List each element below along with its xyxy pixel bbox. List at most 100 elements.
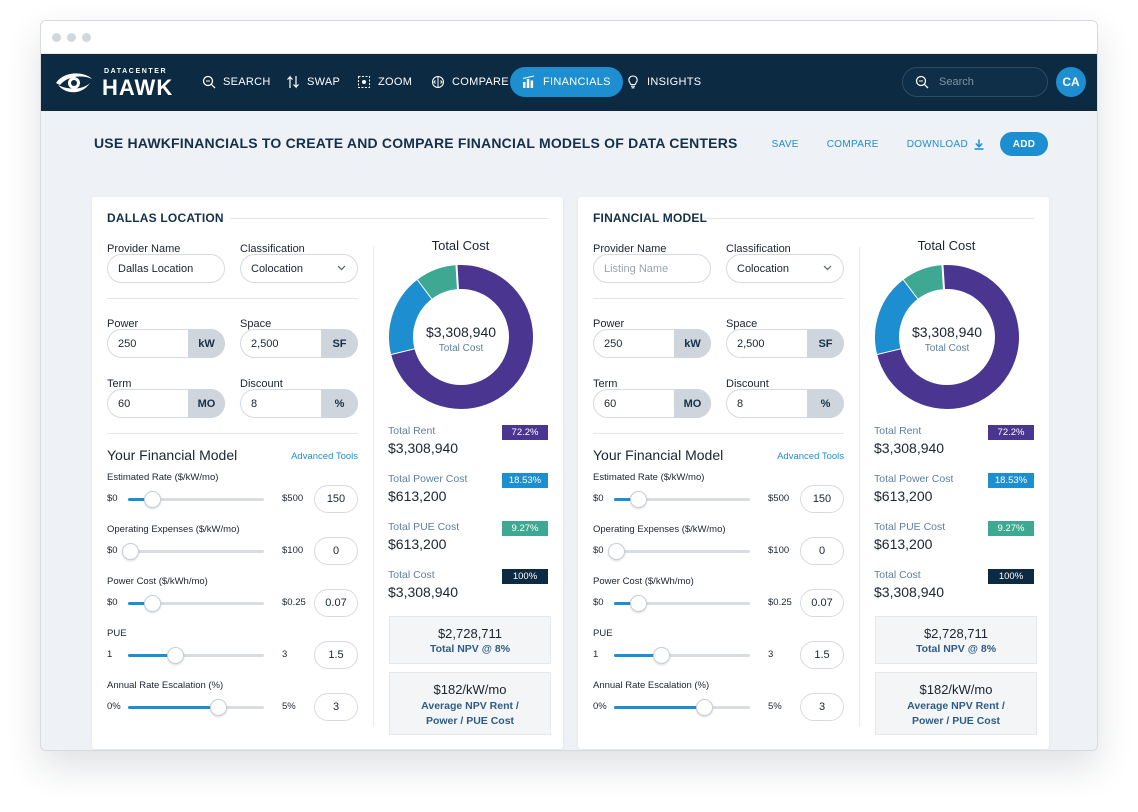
classification-value: Colocation (737, 262, 789, 275)
panel-title: FINANCIAL MODEL (593, 211, 708, 225)
download-icon (974, 139, 984, 150)
slider-handle[interactable] (608, 543, 625, 560)
financial-model-panel: FINANCIAL MODEL Provider Name Classifica… (578, 197, 1049, 749)
slider-max-label: $0.25 (282, 597, 306, 608)
slider-value-input[interactable]: 1.5 (314, 641, 358, 669)
brand-tagline: DATACENTER (104, 68, 168, 75)
avg-npv-box: $182/kW/mo Average NPV Rent / Power / PU… (389, 672, 551, 735)
space-value: 2,500 (737, 337, 765, 350)
avg-npv-value: $182/kW/mo (919, 682, 993, 697)
add-button[interactable]: ADD (1000, 132, 1048, 156)
slider-fill (614, 654, 659, 657)
total-rent-value: $3,308,940 (388, 440, 459, 456)
classification-select[interactable]: Colocation (240, 254, 358, 283)
slider-value-input[interactable]: 3 (314, 693, 358, 721)
npv-box: $2,728,711 Total NPV @ 8% (389, 616, 551, 664)
term-label: Term (107, 378, 132, 390)
total-pue-cost-badge: 9.27% (988, 521, 1034, 536)
advanced-tools-link[interactable]: Advanced Tools (291, 451, 358, 462)
total-power-cost-badge: 18.53% (502, 473, 548, 488)
slider-min-label: $0 (107, 545, 118, 556)
npv-value: $2,728,711 (923, 626, 989, 641)
provider-name-input[interactable]: Listing Name (593, 254, 711, 283)
search-input[interactable] (939, 76, 1029, 88)
slider-track[interactable] (128, 491, 264, 508)
slider-handle[interactable] (652, 647, 670, 664)
total-cost-donut (875, 264, 1019, 409)
slider-value-input[interactable]: 150 (800, 485, 844, 513)
slider-handle[interactable] (629, 491, 647, 508)
datacenter-hawk-logo[interactable]: DATACENTER HAWK (54, 67, 179, 100)
download-label: DOWNLOAD (906, 138, 968, 150)
slider-min-label: $0 (593, 545, 604, 556)
discount-label: Discount (726, 378, 769, 390)
slider-handle[interactable] (143, 491, 161, 508)
nav-insights-label: INSIGHTS (647, 76, 702, 88)
panel-title-rule (703, 218, 1034, 219)
avatar[interactable]: CA (1056, 67, 1086, 97)
slider-track[interactable] (614, 595, 750, 612)
total-pue-cost-label: Total PUE Cost (874, 521, 946, 533)
window-dot-2[interactable] (67, 32, 76, 42)
slider-value-input[interactable]: 0.07 (800, 589, 844, 617)
slider-track[interactable] (608, 543, 750, 560)
term-input[interactable]: 60 MO (107, 389, 225, 418)
space-input[interactable]: 2,500 SF (240, 329, 358, 358)
avg-npv-box: $182/kW/mo Average NPV Rent / Power / PU… (875, 672, 1037, 735)
slider-label: Power Cost ($/kWh/mo) (107, 576, 208, 587)
nav-search[interactable]: SEARCH (190, 67, 283, 97)
slider-value-input[interactable]: 150 (314, 485, 358, 513)
slider-handle[interactable] (143, 595, 161, 612)
slider-handle[interactable] (629, 595, 647, 612)
slider-value-input[interactable]: 0 (800, 537, 844, 565)
advanced-tools-link[interactable]: Advanced Tools (777, 451, 844, 462)
download-button[interactable]: DOWNLOAD (907, 139, 984, 150)
slider-handle[interactable] (696, 699, 714, 716)
window-dot-1[interactable] (52, 32, 61, 42)
slider-value-input[interactable]: 0 (314, 537, 358, 565)
nav-search-label: SEARCH (223, 76, 271, 88)
nav-swap[interactable]: SWAP (274, 67, 352, 97)
classification-select[interactable]: Colocation (726, 254, 844, 283)
nav-financials[interactable]: FINANCIALS (510, 67, 623, 97)
slider-track[interactable] (614, 647, 750, 664)
slider-max-label: $500 (282, 493, 304, 504)
your-financial-model-heading: Your Financial Model (593, 447, 724, 463)
slider-track[interactable] (614, 699, 750, 716)
slider-track[interactable] (128, 647, 264, 664)
nav-compare[interactable]: COMPARE (419, 67, 521, 97)
total-cost-title: Total Cost (917, 238, 976, 253)
space-unit: SF (807, 329, 844, 358)
slider-value-input[interactable]: 0.07 (314, 589, 358, 617)
slider-track[interactable] (128, 595, 264, 612)
slider-handle[interactable] (166, 647, 184, 664)
nav-zoom[interactable]: ZOOM (345, 67, 424, 97)
slider-track[interactable] (128, 699, 264, 716)
nav-insights[interactable]: INSIGHTS (614, 67, 713, 97)
save-button[interactable]: SAVE (771, 138, 799, 150)
search-box[interactable] (902, 67, 1048, 97)
slider-max-label: 5% (282, 701, 296, 712)
total-pue-cost-value: $613,200 (388, 536, 447, 552)
power-input[interactable]: 250 kW (593, 329, 711, 358)
window-dot-3[interactable] (82, 32, 91, 42)
compare-button[interactable]: COMPARE (826, 138, 879, 150)
space-input[interactable]: 2,500 SF (726, 329, 844, 358)
avg-npv-label-2: Power / PUE Cost (425, 715, 515, 727)
slider-value-input[interactable]: 1.5 (800, 641, 844, 669)
discount-input[interactable]: 8 % (726, 389, 844, 418)
power-input[interactable]: 250 kW (107, 329, 225, 358)
discount-label: Discount (240, 378, 283, 390)
discount-input[interactable]: 8 % (240, 389, 358, 418)
slider-handle[interactable] (122, 543, 139, 560)
slider-track[interactable] (122, 543, 264, 560)
slider-track[interactable] (614, 491, 750, 508)
total-cost-title: Total Cost (431, 238, 490, 253)
header-actions: SAVE COMPARE DOWNLOAD ADD (744, 132, 1048, 156)
avg-npv-value: $182/kW/mo (433, 682, 507, 697)
total-power-cost-label: Total Power Cost (388, 473, 468, 485)
slider-value-input[interactable]: 3 (800, 693, 844, 721)
slider-handle[interactable] (210, 699, 228, 716)
provider-name-input[interactable]: Dallas Location (107, 254, 225, 283)
term-input[interactable]: 60 MO (593, 389, 711, 418)
